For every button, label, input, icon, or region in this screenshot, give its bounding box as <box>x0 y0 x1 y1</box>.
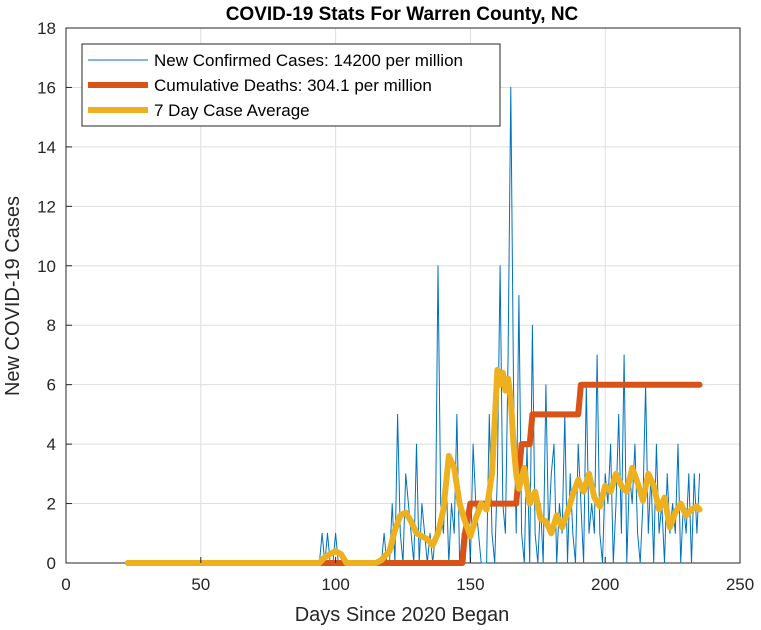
7-day-average-line <box>125 366 703 566</box>
x-tick-label: 50 <box>191 575 210 594</box>
y-tick-label: 6 <box>47 376 56 395</box>
series-layer <box>125 86 703 566</box>
y-tick-label: 10 <box>37 257 56 276</box>
legend-entry: Cumulative Deaths: 304.1 per million <box>154 76 432 95</box>
y-tick-label: 14 <box>37 138 56 157</box>
legend-box <box>81 43 501 127</box>
legend: New Confirmed Cases: 14200 per million Cu… <box>81 43 501 127</box>
chart-title: COVID-19 Stats For Warren County, NC <box>226 4 579 25</box>
x-tick-label: 250 <box>726 575 754 594</box>
y-axis-label: New COVID-19 Cases <box>2 196 24 396</box>
x-axis-label: Days Since 2020 Began <box>295 604 510 626</box>
y-tick-label: 8 <box>47 316 56 335</box>
y-tick-label: 12 <box>37 197 56 216</box>
y-tick-label: 0 <box>47 554 56 573</box>
cumulative-deaths-line <box>125 381 703 566</box>
x-tick-label: 0 <box>61 575 70 594</box>
x-tick-label: 100 <box>321 575 349 594</box>
legend-entry: New Confirmed Cases: 14200 per million <box>154 51 463 70</box>
x-tick-label: 200 <box>591 575 619 594</box>
legend-entry: 7 Day Case Average <box>154 101 310 120</box>
y-tick-label: 18 <box>37 19 56 38</box>
tick-labels: 0 50 100 150 200 250 0 2 4 6 8 10 12 14 16 18 <box>37 19 754 594</box>
y-tick-label: 2 <box>47 495 56 514</box>
x-tick-label: 150 <box>456 575 484 594</box>
y-tick-label: 16 <box>37 78 56 97</box>
y-tick-label: 4 <box>47 435 56 454</box>
